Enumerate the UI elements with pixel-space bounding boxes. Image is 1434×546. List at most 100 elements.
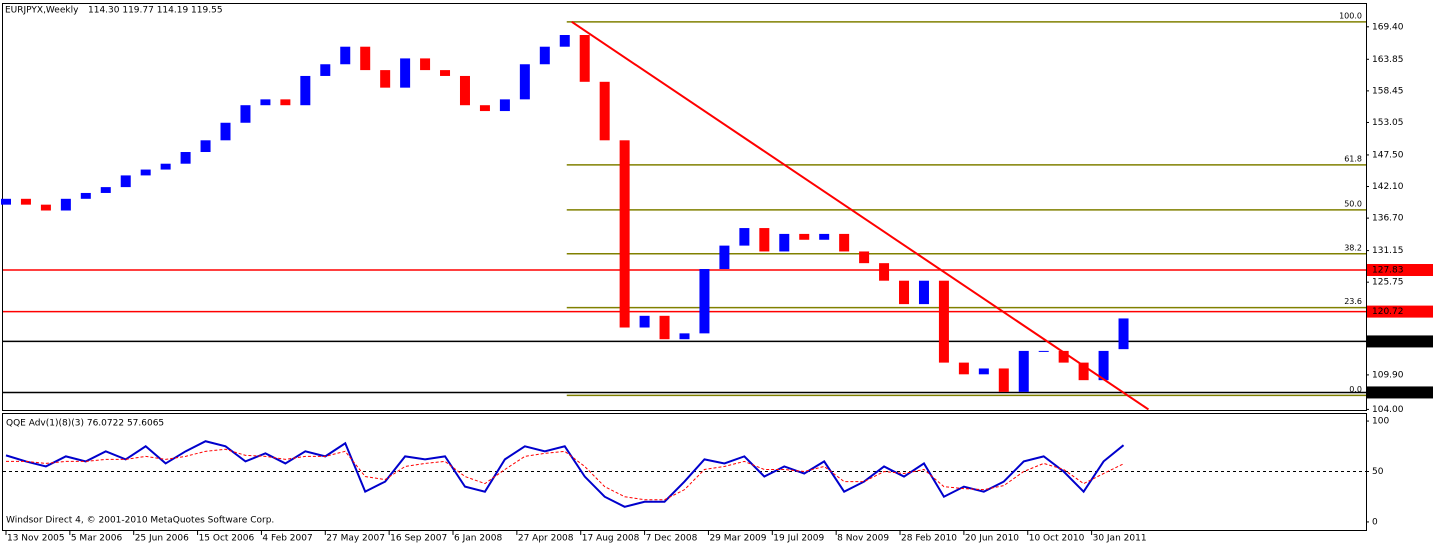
candle-body [80,192,91,199]
x-tick-label: 4 Feb 2007 [262,534,312,544]
y-tick-label: 50 [1372,467,1384,477]
x-tick-label: 10 Oct 2010 [1029,534,1085,544]
x-tick-label: 5 Mar 2006 [71,534,123,544]
x-tick-label: 29 Mar 2009 [709,534,766,544]
candle-body [180,152,191,164]
candle-body [679,333,690,340]
candle-body [240,105,251,123]
x-tick-label: 17 Aug 2008 [582,534,640,544]
candle-body [40,204,51,211]
x-tick-label: 19 Jul 2009 [773,534,824,544]
candle-body [440,70,451,76]
candle-body [839,233,850,252]
candle-body [879,263,890,281]
x-tick-label: 15 Oct 2006 [199,534,255,544]
x-tick-label: 25 Jun 2006 [135,534,189,544]
y-tick-label: 142.10 [1372,182,1404,192]
candle-body [958,362,969,375]
x-tick-label: 27 May 2007 [326,534,385,544]
level-box [1367,264,1433,277]
indicator-title: QQE Adv(1)(8)(3) 76.0722 57.6065 [6,419,164,429]
level-label: 127.83 [1372,266,1404,276]
indicator-panel [2,413,1367,531]
level-box [1367,386,1433,399]
y-tick-label: 153.05 [1372,118,1404,128]
x-tick-label: 13 Nov 2005 [7,534,65,544]
y-tick-label: 131.15 [1372,246,1404,256]
candle-body [599,81,610,141]
candle-body [779,233,790,252]
candle-body [859,251,870,264]
candle-body [120,175,131,188]
candle-body [759,228,770,252]
candle-body [400,58,411,88]
candle-body [918,280,929,305]
candle-body [899,280,910,305]
candle-body [619,140,630,328]
candle-body [699,269,710,334]
candle-body [1038,350,1049,352]
candle-body [1118,318,1129,350]
y-tick-label: 109.90 [1372,370,1404,380]
level-label: 106.90 [1372,388,1404,398]
ohlc-text: 114.30 119.77 114.19 119.55 [88,6,223,16]
candle-body [1098,350,1109,381]
candle-body [579,35,590,82]
level-label: 120.72 [1372,307,1404,317]
x-tick-label: 7 Dec 2008 [646,534,698,544]
candle-body [1058,350,1069,363]
candle-body [100,187,111,193]
x-tick-label: 27 Apr 2008 [518,534,574,544]
candle-body [60,198,71,211]
fib-label: 50.0 [1344,199,1362,208]
candle-body [1078,362,1089,381]
fib-label: 0.0 [1349,385,1362,394]
candle-body [819,233,830,240]
fib-label: 23.6 [1344,297,1362,306]
fib-label: 61.8 [1344,154,1362,163]
x-tick-label: 20 Jun 2010 [965,534,1019,544]
y-tick-label: 125.75 [1372,278,1404,288]
footer: Windsor Direct 4, © 2001-2010 MetaQuotes… [6,516,274,526]
x-tick-label: 6 Jan 2008 [454,534,502,544]
candle-body [499,99,510,112]
candle-body [320,64,331,76]
candle-body [340,46,351,65]
x-tick-label: 8 Nov 2009 [837,534,889,544]
level-box [1367,305,1433,318]
y-tick-label: 158.45 [1372,86,1404,96]
candle-body [300,75,311,106]
candle-body [998,368,1009,392]
candle-body [1018,350,1029,392]
candle-body [978,368,989,375]
y-tick-label: 147.50 [1372,150,1404,160]
trend-line [571,21,1150,411]
indicator-line [5,440,1125,508]
candle-body [639,315,650,328]
y-tick-label: 136.70 [1372,214,1404,224]
candle-body [719,245,730,270]
candle-body [559,35,570,47]
candle-body [938,280,949,363]
candle-body [280,99,291,106]
candle-body [659,315,670,340]
candle-body [160,163,171,170]
fib-label: 100.0 [1339,11,1362,20]
level-box [1367,335,1433,348]
candle-body [479,105,490,112]
candle-body [519,64,530,100]
y-tick-label: 163.85 [1372,55,1404,65]
candle-body [360,46,371,71]
candle-body [420,58,431,71]
y-tick-label: 104.00 [1372,405,1404,415]
x-tick-label: 30 Jan 2011 [1093,534,1147,544]
x-tick-label: 28 Feb 2010 [901,534,957,544]
candle-body [260,99,271,106]
candle-body [739,228,750,246]
candle-body [459,75,470,106]
candle-body [539,46,550,65]
candle-body [220,122,231,141]
candle-body [20,198,31,205]
